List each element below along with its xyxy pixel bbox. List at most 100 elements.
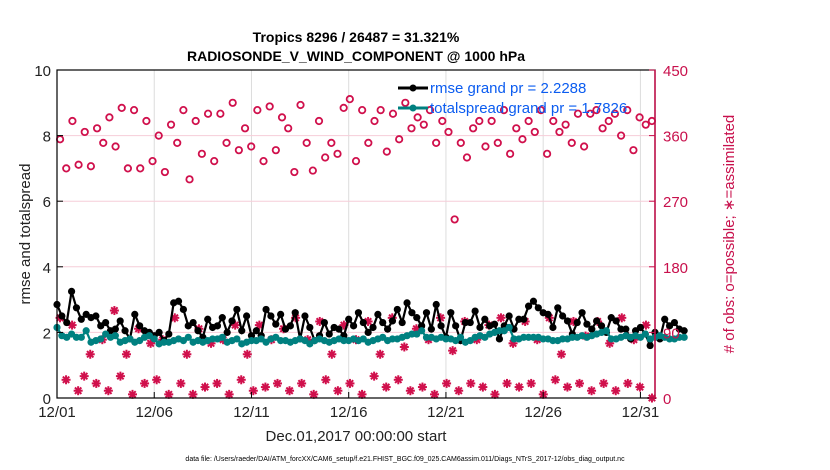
asterisk-stroke <box>273 379 282 388</box>
obs-assimilated-point <box>212 378 222 388</box>
asterisk-stroke <box>74 386 83 395</box>
rmse-point <box>131 310 139 318</box>
obs-possible-point <box>641 120 650 129</box>
obs-possible-point <box>55 135 65 144</box>
obs-possible-point <box>99 138 108 147</box>
obs-assimilated-point <box>417 382 427 392</box>
obs-assimilated-point <box>140 378 150 388</box>
obs-possible-point <box>512 124 521 133</box>
rmse-point <box>559 312 567 320</box>
rmse-point <box>549 323 557 332</box>
obs-possible-point <box>216 109 225 118</box>
rmse-point <box>379 318 387 327</box>
totalspread-point <box>184 333 192 341</box>
obs-assimilated-point <box>321 375 331 385</box>
obs-possible-point <box>197 149 206 158</box>
rmse-point <box>243 312 251 320</box>
chart-title: Tropics 8296 / 26487 = 31.321% <box>253 29 460 45</box>
asterisk-stroke <box>635 383 644 391</box>
obs-possible-point <box>388 109 398 118</box>
obs-assimilated-point <box>73 386 83 396</box>
rmse-point <box>593 317 601 325</box>
obs-possible-point <box>475 116 484 126</box>
asterisk-stroke <box>333 386 342 395</box>
totalspread-point <box>150 335 158 343</box>
rmse-point <box>136 322 144 330</box>
rmse-point <box>102 318 110 327</box>
rmse-point <box>403 299 411 307</box>
series-0 <box>53 287 688 350</box>
totalspread-point <box>418 327 426 335</box>
legend-rmse-label: rmse grand pr = 2.2288 <box>430 80 586 97</box>
obs-assimilated-point <box>188 389 198 399</box>
obs-possible-point <box>308 166 317 175</box>
asterisk-stroke <box>527 379 536 388</box>
rmse-point <box>349 322 358 330</box>
obs-assimilated-point <box>448 346 458 356</box>
obs-assimilated-point <box>285 386 295 396</box>
obs-assimilated-point <box>272 378 282 388</box>
obs-possible-point <box>80 127 89 137</box>
obs-possible-point <box>160 167 169 177</box>
obs-assimilated-point <box>79 371 89 381</box>
x-axis-label: Dec.01,2017 00:00:00 start <box>266 428 448 445</box>
rmse-point <box>529 297 538 305</box>
y2-axis-ticks: 0 90 180 270 360 450 <box>649 63 688 408</box>
obs-assimilated-point <box>327 349 337 359</box>
rmse-point <box>374 310 382 318</box>
obs-assimilated-point <box>91 378 101 388</box>
grid <box>153 70 641 398</box>
asterisk-stroke <box>176 379 185 388</box>
obs-assimilated-point <box>381 382 391 392</box>
rmse-point <box>481 315 489 323</box>
obs-assimilated-point <box>260 382 270 392</box>
obs-assimilated-point <box>393 375 403 385</box>
asterisk-stroke <box>418 383 427 391</box>
rmse-point <box>471 307 479 315</box>
rmse-point <box>116 317 124 325</box>
totalspread-point <box>82 327 90 335</box>
obs-possible-point <box>610 109 620 118</box>
rmse-point <box>505 312 513 320</box>
obs-possible-point <box>222 138 231 147</box>
rmse-point <box>345 315 353 323</box>
obs-possible-point <box>345 95 354 104</box>
obs-possible-point <box>136 164 145 173</box>
rmse-point <box>534 304 542 312</box>
rmse-point <box>612 317 620 325</box>
rmse-point <box>680 327 688 335</box>
rmse-point <box>388 317 397 325</box>
asterisk-stroke <box>478 383 487 391</box>
y-tick-label: 2 <box>43 325 51 342</box>
obs-possible-point <box>123 164 132 173</box>
asterisk-stroke <box>599 379 608 388</box>
obs-assimilated-point <box>200 382 210 392</box>
rmse-point <box>325 330 333 338</box>
rmse-point <box>218 314 226 322</box>
asterisk-stroke <box>164 390 173 399</box>
obs-possible-point <box>567 138 576 147</box>
obs-assimilated-point <box>399 342 409 352</box>
obs-possible-point <box>92 124 102 133</box>
rmse-point <box>408 309 416 317</box>
obs-assimilated-point <box>176 378 186 388</box>
asterisk-stroke <box>563 383 572 391</box>
legend-rmse-marker <box>409 84 417 92</box>
rmse-point <box>223 328 231 336</box>
rmse-point <box>77 315 85 323</box>
rmse-point <box>369 323 377 332</box>
asterisk-stroke <box>376 350 385 359</box>
obs-assimilated-point <box>611 386 621 396</box>
rmse-point <box>432 300 440 309</box>
obs-assimilated-point <box>550 375 560 385</box>
obs-possible-point <box>376 105 385 115</box>
rmse-point <box>364 328 372 336</box>
rmse-point <box>155 328 163 336</box>
obs-possible-point <box>228 98 237 107</box>
obs-possible-point <box>327 138 336 147</box>
rmse-point <box>447 309 455 317</box>
obs-assimilated-point <box>405 386 415 396</box>
asterisk-stroke <box>122 350 131 359</box>
asterisk-stroke <box>436 313 445 322</box>
asterisk-stroke <box>255 321 264 330</box>
